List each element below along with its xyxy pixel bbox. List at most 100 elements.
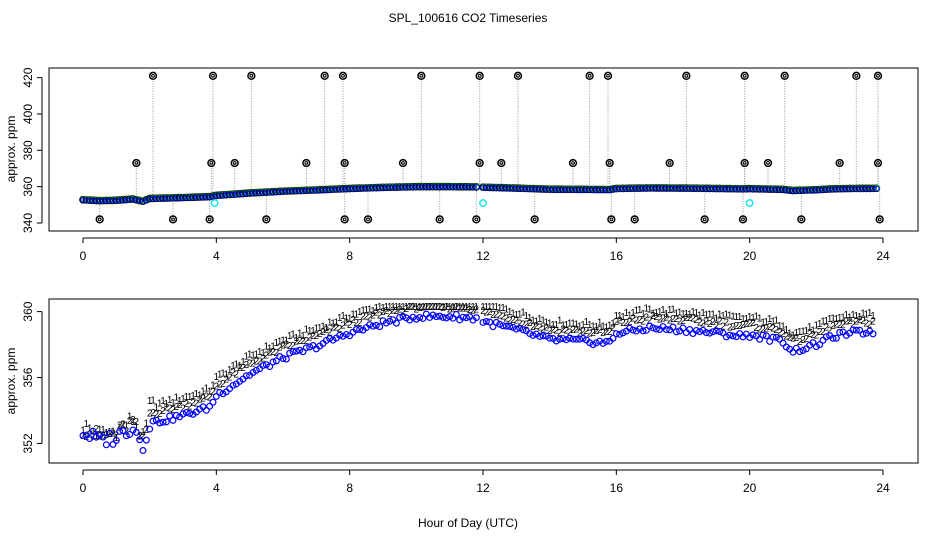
point-series-1: 1	[397, 302, 403, 313]
point-series-3	[559, 335, 567, 343]
point-series-2: 2	[660, 314, 666, 325]
outlier-point-core	[516, 73, 520, 78]
outlier-point-core	[742, 161, 747, 165]
point-series-1: 1	[754, 311, 760, 322]
point-series-1: 1	[150, 396, 156, 407]
point-series-1: 1	[180, 394, 186, 405]
point-series-2: 2	[460, 304, 466, 315]
point-series-1: 1	[567, 318, 573, 329]
point-series-1: 1	[284, 336, 290, 347]
point-series-2: 2	[340, 320, 346, 331]
point-series-2: 2	[584, 326, 590, 337]
point-series-1: 1	[524, 311, 530, 322]
y-tick-label: 340	[21, 213, 35, 233]
point-series-1: 1	[717, 310, 723, 321]
point-series-2: 2	[164, 403, 170, 414]
point-series-1: 1	[90, 427, 96, 438]
outlier-point	[875, 215, 884, 224]
point-series-2: 2	[634, 316, 640, 327]
point-series-1: 1	[224, 370, 230, 381]
point-series-1: 1	[384, 302, 390, 313]
outlier-point	[513, 71, 523, 80]
point-series-3	[79, 432, 87, 440]
bottom-panel-x-axis: 0 4 8 12 16 20 24	[80, 469, 890, 495]
outlier-point-core	[366, 217, 370, 222]
point-series-1: 1	[684, 309, 690, 320]
point-series-1: 1	[517, 309, 523, 320]
point-series-3	[439, 313, 447, 321]
point-series-1: 1	[767, 314, 773, 325]
point-series-3	[836, 328, 844, 336]
point-series-2: 2	[834, 319, 840, 330]
point-series-2: 2	[627, 317, 633, 328]
point-series-2: 2	[580, 326, 586, 337]
point-series-1: 1	[690, 307, 696, 318]
outlier-point-core	[97, 217, 102, 222]
point-series-1: 1	[730, 311, 736, 322]
point-series-3	[446, 313, 454, 321]
outlier-point-core	[741, 217, 745, 222]
outlier-point	[682, 71, 691, 80]
point-series-2: 2	[550, 325, 556, 336]
point-series-2: 2	[324, 325, 330, 336]
point-series-2: 2	[257, 357, 263, 368]
point-series-3	[126, 430, 134, 438]
outlier-point	[417, 71, 426, 80]
point-series-3	[166, 412, 174, 420]
point-series-2: 2	[127, 416, 133, 427]
cyan-point	[210, 199, 219, 207]
point-series-2: 2	[280, 341, 286, 352]
point-series-1: 1	[260, 348, 266, 359]
point-series-3	[799, 346, 807, 354]
point-series-1: 1	[697, 311, 703, 322]
point-series-3	[669, 323, 677, 331]
point-series-2: 2	[120, 420, 126, 431]
point-series-3	[686, 326, 694, 334]
point-series-3	[392, 319, 400, 327]
point-series-2: 2	[247, 359, 253, 370]
outlier-point	[630, 215, 639, 224]
point-series-3	[306, 343, 314, 351]
outlier-point	[208, 71, 218, 80]
outlier-point	[763, 158, 773, 168]
point-series-2: 2	[470, 306, 476, 317]
point-series-2: 2	[204, 392, 210, 403]
point-series-3	[119, 427, 127, 435]
point-series-2: 2	[624, 318, 630, 329]
point-series-2: 2	[447, 304, 453, 315]
point-series-3	[766, 337, 774, 345]
point-series-3	[772, 333, 780, 341]
point-series-2: 2	[200, 393, 206, 404]
point-series-1: 1	[780, 321, 786, 332]
point-series-2: 2	[767, 322, 773, 333]
point-series-2: 2	[544, 322, 550, 333]
outlier-point-core	[474, 217, 479, 222]
point-series-1: 1	[734, 312, 740, 323]
point-series-2: 2	[607, 327, 613, 338]
point-series-2: 2	[444, 302, 450, 313]
point-series-1: 1	[594, 322, 600, 333]
point-series-1: 1	[600, 321, 606, 332]
outlier-point-core	[877, 217, 882, 222]
point-series-3	[459, 313, 467, 321]
point-series-2: 2	[224, 375, 230, 386]
point-series-2: 2	[264, 350, 270, 361]
point-series-2: 2	[590, 328, 596, 339]
point-series-3	[536, 332, 544, 340]
point-series-2: 2	[654, 312, 660, 323]
outlier-point-core	[211, 73, 215, 78]
point-series-3	[619, 329, 627, 337]
point-series-2: 2	[574, 325, 580, 336]
point-series-2: 2	[557, 328, 563, 339]
point-series-1: 1	[817, 319, 823, 330]
point-series-2: 2	[540, 325, 546, 336]
point-series-3	[566, 334, 574, 342]
outlier-point-core	[134, 161, 139, 165]
point-series-1: 1	[380, 303, 386, 314]
point-series-2: 2	[277, 342, 283, 353]
x-tick-label: 12	[476, 481, 490, 495]
point-series-2: 2	[450, 303, 456, 314]
outlier-point	[207, 158, 216, 168]
point-series-1: 1	[310, 326, 316, 337]
point-series-2: 2	[484, 307, 490, 318]
